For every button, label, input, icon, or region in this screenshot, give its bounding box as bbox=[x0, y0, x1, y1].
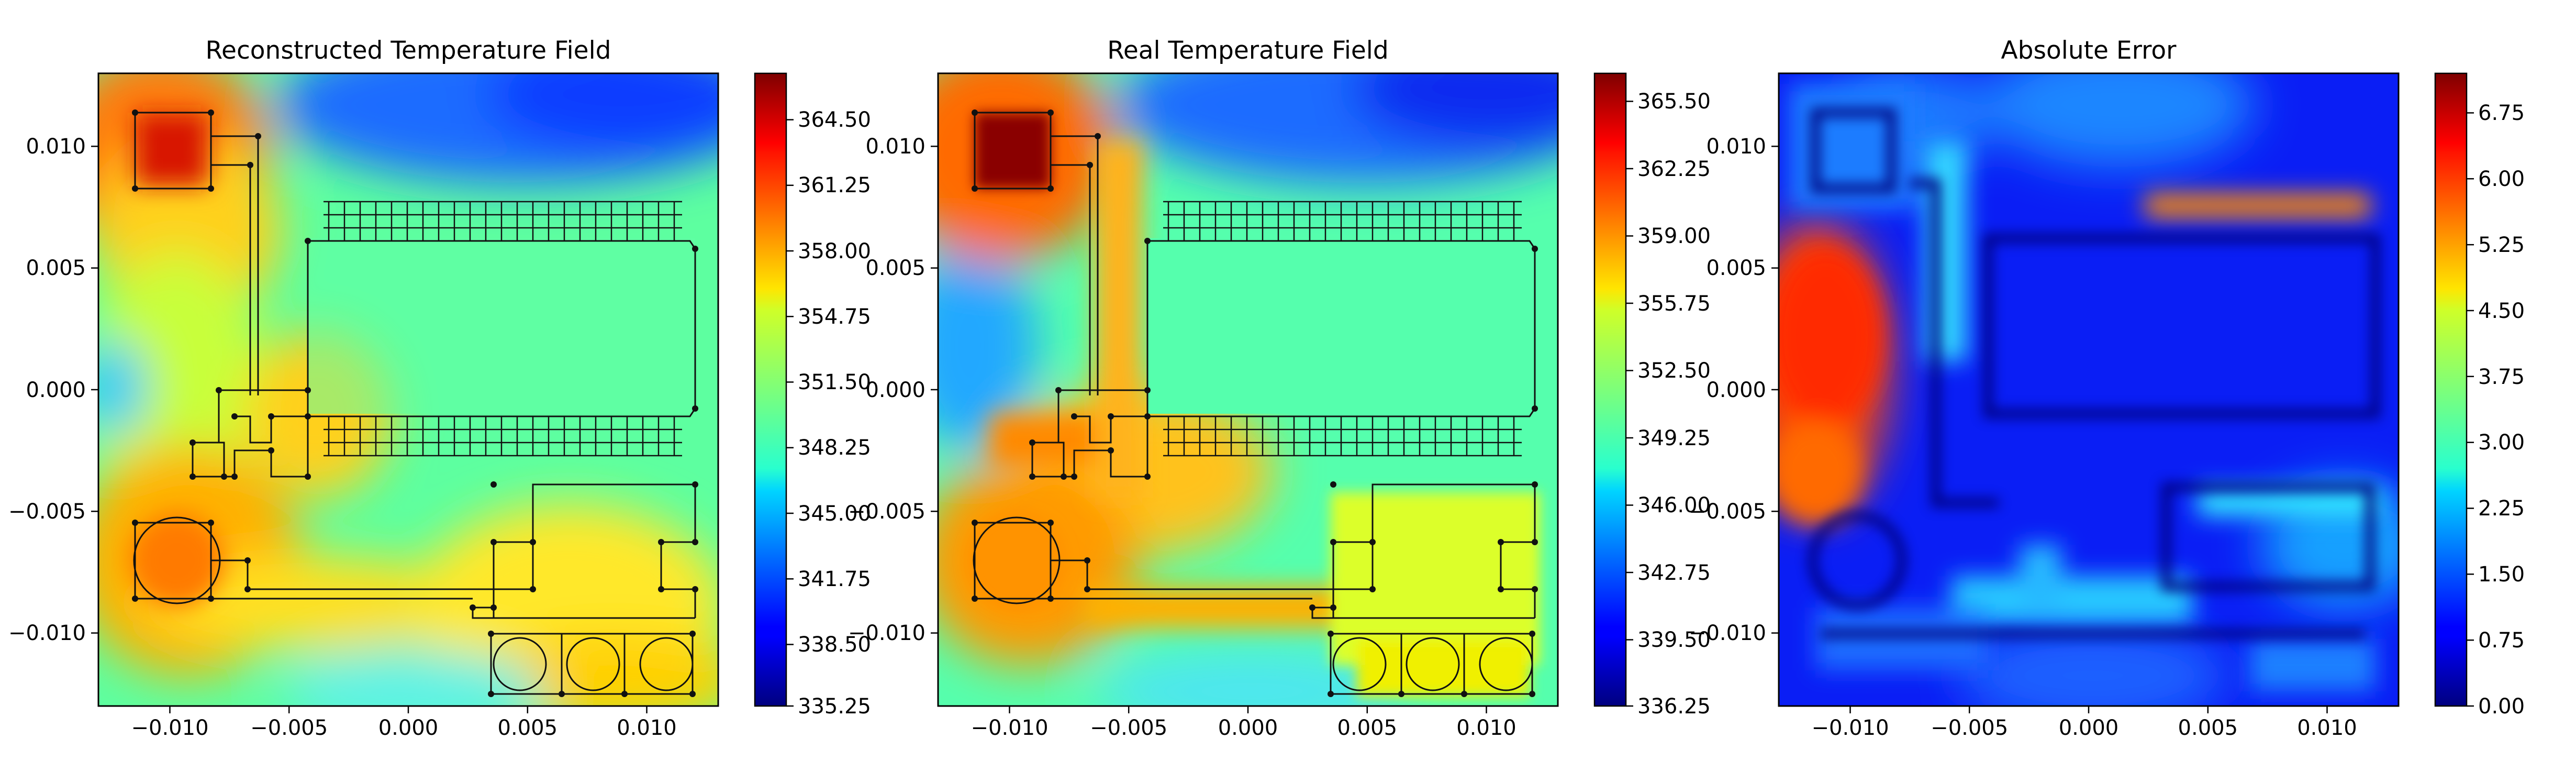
colorbar-label: 351.50 bbox=[798, 370, 871, 394]
colorbar-label: 6.75 bbox=[2478, 101, 2525, 125]
colorbar-ticks: 365.50 362.25 359.00 355.75 352.50 349.2… bbox=[1626, 90, 1711, 719]
colorbar-label: 0.75 bbox=[2478, 628, 2525, 653]
y-tick-label: −0.005 bbox=[848, 500, 925, 524]
y-tick-label: 0.005 bbox=[865, 256, 925, 280]
heatmap-area bbox=[51, 26, 779, 733]
colorbar-label: 336.25 bbox=[1637, 694, 1711, 719]
colorbar-label: 348.25 bbox=[798, 436, 871, 460]
colorbar-label: 0.00 bbox=[2478, 694, 2525, 719]
colorbar-label: 6.00 bbox=[2478, 167, 2525, 191]
y-tick-label: −0.010 bbox=[1689, 621, 1766, 645]
colorbar-ticks: 6.75 6.00 5.25 4.50 3.75 3.00 2.25 1.50 … bbox=[2467, 101, 2525, 719]
y-tick-label: 0.010 bbox=[26, 135, 86, 159]
y-tick-label: 0.000 bbox=[26, 378, 86, 402]
x-tick-label: 0.010 bbox=[2297, 716, 2357, 740]
colorbar-label: 345.00 bbox=[798, 502, 871, 526]
colorbar-label: 362.25 bbox=[1637, 157, 1711, 181]
y-axis: 0.010 0.005 0.000 −0.005 −0.010 bbox=[848, 135, 938, 645]
x-tick-label: 0.005 bbox=[498, 716, 558, 740]
x-tick-label: −0.010 bbox=[971, 716, 1048, 740]
x-tick-label: 0.010 bbox=[617, 716, 677, 740]
colorbar-label: 3.00 bbox=[2478, 431, 2525, 455]
y-axis: 0.010 0.005 0.000 −0.005 −0.010 bbox=[1689, 135, 1779, 645]
colorbar-label: 2.25 bbox=[2478, 497, 2525, 521]
x-tick-label: −0.005 bbox=[1931, 716, 2008, 740]
panel-title: Absolute Error bbox=[2001, 36, 2177, 65]
colorbar-ticks: 364.50 361.25 358.00 354.75 351.50 348.2… bbox=[786, 108, 871, 719]
colorbar: 6.75 6.00 5.25 4.50 3.75 3.00 2.25 1.50 … bbox=[2434, 72, 2525, 719]
colorbar-label: 1.50 bbox=[2478, 563, 2525, 587]
colorbar-label: 335.25 bbox=[798, 694, 871, 719]
colorbar-label: 361.25 bbox=[798, 173, 871, 197]
colorbar-label: 364.50 bbox=[798, 108, 871, 132]
colorbar-label: 352.50 bbox=[1637, 359, 1711, 383]
x-tick-label: 0.000 bbox=[2059, 716, 2119, 740]
y-axis: 0.010 0.005 0.000 −0.005 −0.010 bbox=[8, 135, 98, 645]
colorbar-label: 355.75 bbox=[1637, 292, 1711, 316]
y-tick-label: 0.010 bbox=[1706, 135, 1766, 159]
heatmap-area bbox=[1742, 42, 2428, 728]
y-tick-label: 0.005 bbox=[26, 256, 86, 280]
colorbar: 365.50 362.25 359.00 355.75 352.50 349.2… bbox=[1593, 72, 1711, 719]
panel-title: Real Temperature Field bbox=[1107, 36, 1388, 65]
y-tick-label: −0.005 bbox=[8, 500, 86, 524]
x-tick-label: 0.000 bbox=[1218, 716, 1278, 740]
x-tick-label: −0.010 bbox=[1811, 716, 1889, 740]
x-tick-label: 0.000 bbox=[378, 716, 439, 740]
x-tick-label: −0.005 bbox=[1090, 716, 1167, 740]
y-tick-label: −0.010 bbox=[8, 621, 86, 645]
y-tick-label: −0.005 bbox=[1689, 500, 1766, 524]
x-tick-label: 0.005 bbox=[1337, 716, 1398, 740]
colorbar-label: 358.00 bbox=[798, 239, 871, 263]
colorbar-label: 349.25 bbox=[1637, 426, 1711, 450]
colorbar-label: 5.25 bbox=[2478, 233, 2525, 257]
panel-absolute-error: Absolute Error −0.010 −0.005 0.000 0.005… bbox=[1689, 36, 2525, 740]
colorbar: 364.50 361.25 358.00 354.75 351.50 348.2… bbox=[754, 72, 871, 719]
colorbar-label: 359.00 bbox=[1637, 224, 1711, 248]
x-tick-label: −0.005 bbox=[250, 716, 328, 740]
colorbar-label: 3.75 bbox=[2478, 365, 2525, 389]
x-axis: −0.010 −0.005 0.000 0.005 0.010 bbox=[1811, 706, 2357, 740]
x-tick-label: 0.005 bbox=[2178, 716, 2238, 740]
colorbar-label: 341.75 bbox=[798, 567, 871, 591]
y-tick-label: 0.005 bbox=[1706, 256, 1766, 280]
x-tick-label: −0.010 bbox=[131, 716, 208, 740]
y-tick-label: 0.010 bbox=[865, 135, 925, 159]
colorbar-label: 354.75 bbox=[798, 305, 871, 329]
y-tick-label: 0.000 bbox=[1706, 378, 1766, 402]
y-tick-label: 0.000 bbox=[865, 378, 925, 402]
panel-title: Reconstructed Temperature Field bbox=[206, 36, 611, 65]
colorbar-label: 346.00 bbox=[1637, 493, 1711, 517]
colorbar-label: 365.50 bbox=[1637, 90, 1711, 114]
colorbar-label: 339.50 bbox=[1637, 628, 1711, 652]
panel-real: Real Temperature Field −0.010 −0.005 0.0… bbox=[848, 26, 1711, 740]
heatmap-area bbox=[886, 26, 1624, 733]
x-axis: −0.010 −0.005 0.000 0.005 0.010 bbox=[971, 706, 1516, 740]
panel-reconstructed: Reconstructed Temperature Field −0.010 −… bbox=[8, 26, 871, 740]
colorbar-label: 342.75 bbox=[1637, 561, 1711, 585]
colorbar-label: 4.50 bbox=[2478, 299, 2525, 323]
y-tick-label: −0.010 bbox=[848, 621, 925, 645]
x-axis: −0.010 −0.005 0.000 0.005 0.010 bbox=[131, 706, 677, 740]
colorbar-label: 338.50 bbox=[798, 633, 871, 657]
x-tick-label: 0.010 bbox=[1456, 716, 1516, 740]
